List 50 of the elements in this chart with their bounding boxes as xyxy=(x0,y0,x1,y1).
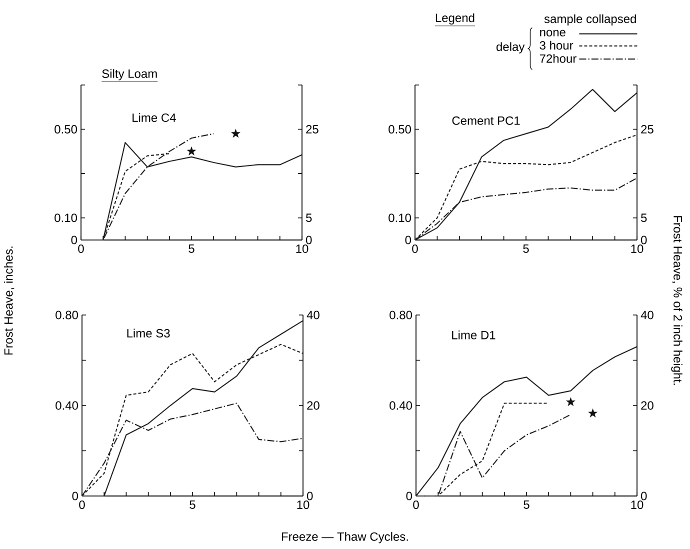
y2-tick-label: 0 xyxy=(307,492,313,500)
x-tick-label: 0 xyxy=(413,500,419,510)
text: Lime S3 xyxy=(127,328,170,338)
y2-tick-label: 5 xyxy=(306,214,312,222)
x-tick-label: 10 xyxy=(631,244,644,254)
text: sample collapsed xyxy=(544,14,636,26)
y2-axis-title: Frost Heave, % of 2 inch height. xyxy=(671,216,682,385)
text: delay xyxy=(496,42,525,54)
y2-tick-label: 25 xyxy=(641,125,654,134)
y2-tick-label: 40 xyxy=(640,310,654,320)
y-axis-title: Frost Heave, inches. xyxy=(4,246,14,355)
chart-title: Silty Loam xyxy=(102,69,157,80)
x-tick-label: 0 xyxy=(412,244,418,254)
x-tick-label: 10 xyxy=(297,500,310,510)
x-axis-title: Freeze — Thaw Cycles. xyxy=(282,532,408,544)
text: Lime C4 xyxy=(132,113,176,122)
y-tick-label: 0.50 xyxy=(388,125,412,134)
y-tick-label: 0.10 xyxy=(54,214,78,222)
y-tick-label: 0 xyxy=(406,492,412,500)
y-tick-label: 0.10 xyxy=(388,214,412,222)
legend-label: 72hour xyxy=(540,54,576,63)
y-tick-label: 0.80 xyxy=(390,310,412,320)
y2-tick-label: 5 xyxy=(641,214,647,222)
x-tick-label: 5 xyxy=(190,500,196,509)
y-tick-label: 0.80 xyxy=(56,310,78,320)
x-tick-label: 5 xyxy=(188,244,194,253)
x-tick-label: 5 xyxy=(524,500,530,509)
legend-label: 3 hour xyxy=(540,40,574,50)
legend-title: Legend xyxy=(436,13,474,24)
text: Lime D1 xyxy=(452,330,496,340)
y2-tick-label: 0 xyxy=(306,236,312,244)
y-tick-label: 0 xyxy=(72,492,78,500)
y-tick-label: 0.50 xyxy=(54,125,78,134)
y2-tick-label: 25 xyxy=(306,125,318,134)
y-tick-label: 0 xyxy=(405,236,412,244)
x-tick-label: 0 xyxy=(78,244,84,254)
y2-tick-label: 40 xyxy=(306,310,320,320)
y2-tick-label: 0 xyxy=(641,236,647,244)
y2-tick-label: 20 xyxy=(641,401,654,410)
text: Cement PC1 xyxy=(452,116,520,125)
y2-tick-label: 20 xyxy=(307,401,320,410)
y-tick-label: 0.40 xyxy=(56,401,78,410)
x-tick-label: 10 xyxy=(631,500,644,510)
y-tick-label: 0 xyxy=(71,236,78,244)
x-tick-label: 10 xyxy=(296,244,308,254)
legend-label: none xyxy=(540,30,566,36)
x-tick-label: 5 xyxy=(523,244,529,253)
y-tick-label: 0.40 xyxy=(390,401,412,410)
y2-tick-label: 0 xyxy=(641,492,647,500)
x-tick-label: 0 xyxy=(79,500,85,510)
